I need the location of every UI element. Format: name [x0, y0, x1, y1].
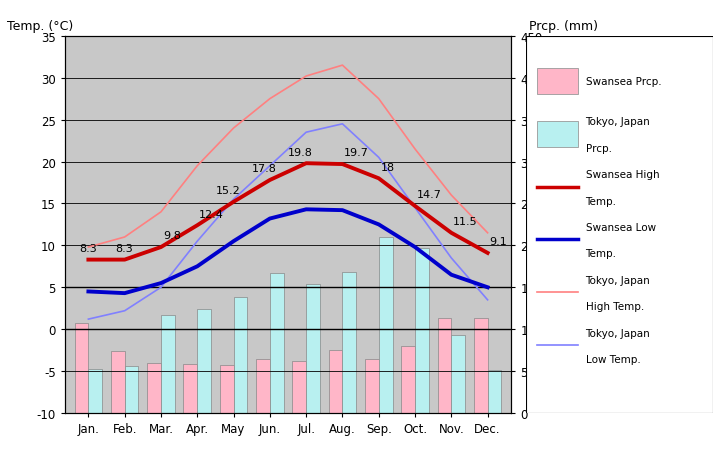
- Bar: [111, 351, 125, 413]
- Text: Swansea High: Swansea High: [585, 170, 659, 180]
- Text: High Temp.: High Temp.: [585, 302, 644, 312]
- Text: 17.8: 17.8: [252, 164, 276, 174]
- Text: 18: 18: [381, 162, 395, 172]
- Bar: [365, 359, 379, 413]
- Bar: [233, 298, 248, 413]
- Bar: [438, 319, 451, 413]
- Text: Tokyo, Japan: Tokyo, Japan: [585, 328, 650, 338]
- Bar: [474, 319, 487, 413]
- Text: Swansea Prcp.: Swansea Prcp.: [585, 77, 661, 87]
- Bar: [487, 370, 501, 413]
- Text: 19.7: 19.7: [344, 148, 369, 158]
- Bar: [328, 350, 343, 413]
- Bar: [343, 273, 356, 413]
- Bar: [379, 237, 392, 413]
- Text: 19.8: 19.8: [288, 147, 313, 157]
- Bar: [306, 284, 320, 413]
- Text: Tokyo, Japan: Tokyo, Japan: [585, 117, 650, 127]
- Text: 15.2: 15.2: [215, 185, 240, 196]
- Text: Temp.: Temp.: [585, 249, 616, 259]
- FancyBboxPatch shape: [537, 121, 578, 148]
- Text: Prcp.: Prcp.: [585, 143, 611, 153]
- Text: Tokyo, Japan: Tokyo, Japan: [585, 275, 650, 285]
- Bar: [401, 346, 415, 413]
- Bar: [161, 315, 175, 413]
- Text: 8.3: 8.3: [116, 243, 133, 253]
- Bar: [197, 309, 211, 413]
- Text: Prcp. (mm): Prcp. (mm): [529, 20, 598, 33]
- Bar: [451, 336, 465, 413]
- Text: 12.4: 12.4: [199, 209, 224, 219]
- Bar: [125, 366, 138, 413]
- Bar: [292, 361, 306, 413]
- Text: 14.7: 14.7: [417, 190, 441, 200]
- Text: 9.8: 9.8: [163, 231, 181, 241]
- Text: 8.3: 8.3: [79, 243, 97, 253]
- Text: 11.5: 11.5: [453, 217, 478, 227]
- Bar: [220, 365, 233, 413]
- FancyBboxPatch shape: [537, 69, 578, 95]
- Bar: [415, 248, 429, 413]
- Text: Temp.: Temp.: [585, 196, 616, 206]
- Text: Temp. (°C): Temp. (°C): [6, 20, 73, 33]
- Bar: [89, 369, 102, 413]
- Bar: [184, 364, 197, 413]
- Text: 9.1: 9.1: [490, 237, 507, 246]
- Bar: [256, 359, 270, 413]
- Bar: [270, 274, 284, 413]
- Text: Swansea Low: Swansea Low: [585, 223, 656, 232]
- Bar: [147, 363, 161, 413]
- Text: Low Temp.: Low Temp.: [585, 354, 640, 364]
- Bar: [75, 324, 89, 413]
